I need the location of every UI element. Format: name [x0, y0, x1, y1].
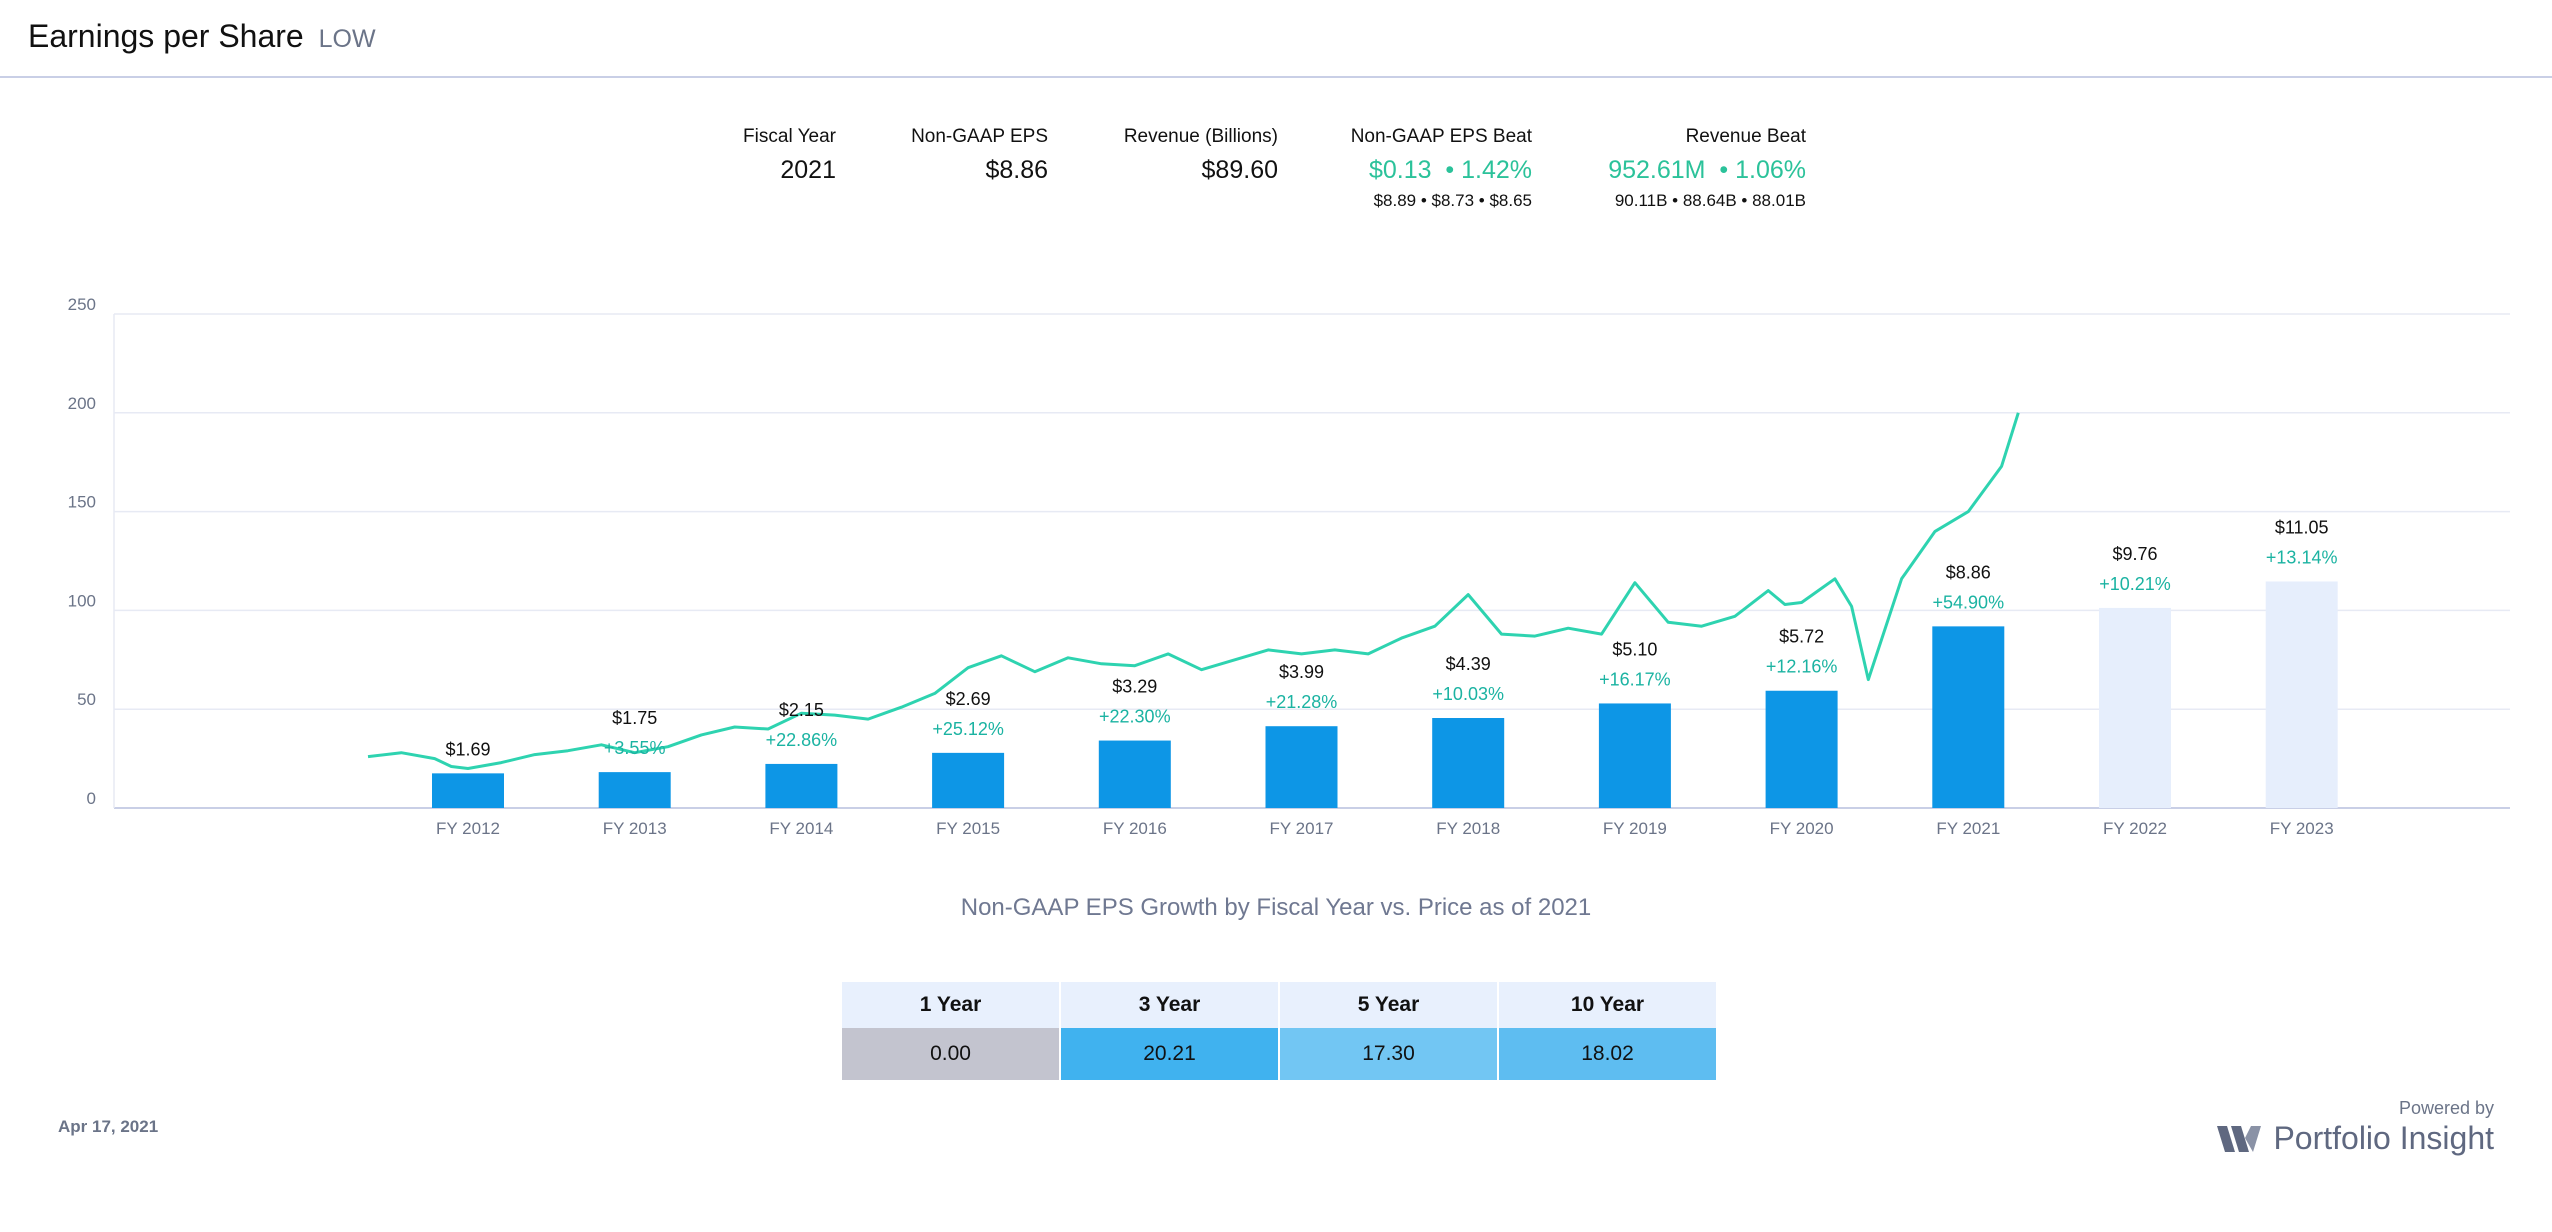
stat-value: $89.60	[1201, 156, 1278, 184]
x-tick-label: FY 2013	[603, 819, 667, 838]
stat-value: $0.13 • 1.42%	[1368, 156, 1532, 184]
x-tick-label: FY 2017	[1270, 819, 1334, 838]
eps-bar	[1098, 740, 1171, 808]
bar-growth-label: +16.17%	[1599, 669, 1671, 689]
bar-value-label: $5.72	[1779, 627, 1824, 647]
growth-header-row: 1 Year 3 Year 5 Year 10 Year	[842, 982, 1716, 1028]
bar-value-label: $2.15	[779, 700, 824, 720]
growth-value-3y: 20.21	[1061, 1028, 1278, 1080]
x-tick-label: FY 2016	[1103, 819, 1167, 838]
growth-value-1y: 0.00	[842, 1028, 1059, 1080]
bar-growth-label: +21.28%	[1266, 692, 1338, 712]
bar-growth-label: +22.30%	[1099, 707, 1171, 727]
header: Earnings per Share LOW	[0, 0, 2552, 78]
growth-header-10y: 10 Year	[1499, 982, 1716, 1028]
stat-value: 2021	[780, 156, 836, 184]
bar-growth-label: +10.21%	[2099, 574, 2171, 594]
eps-bar	[598, 772, 671, 808]
stat-label: Revenue Beat	[1685, 126, 1806, 147]
price-line	[367, 412, 2020, 770]
stat-label: Non-GAAP EPS	[911, 126, 1048, 147]
x-tick-label: FY 2018	[1436, 819, 1500, 838]
stat-label: Fiscal Year	[743, 126, 836, 147]
growth-table: 1 Year 3 Year 5 Year 10 Year 0.00 20.21 …	[840, 982, 1718, 1080]
y-tick-label: 50	[77, 690, 96, 709]
y-tick-label: 250	[68, 295, 96, 314]
brand-name: Portfolio Insight	[2273, 1120, 2494, 1156]
stat-value: 952.61M • 1.06%	[1608, 156, 1806, 184]
growth-header-1y: 1 Year	[842, 982, 1059, 1028]
eps-bar	[1265, 726, 1338, 808]
bar-growth-label: +12.16%	[1766, 657, 1838, 677]
eps-bar	[432, 773, 504, 808]
stat-detail: 90.11B • 88.64B • 88.01B	[1614, 191, 1806, 210]
bar-value-label: $5.10	[1612, 639, 1657, 659]
stat-eps: Non-GAAP EPS $8.86	[900, 126, 1048, 185]
eps-bar	[1598, 703, 1671, 808]
growth-value-10y: 18.02	[1499, 1028, 1716, 1080]
chart-caption: Non-GAAP EPS Growth by Fiscal Year vs. P…	[960, 894, 1592, 921]
y-tick-label: 0	[87, 789, 96, 808]
bar-value-label: $3.99	[1279, 662, 1324, 682]
eps-bar	[2265, 581, 2338, 808]
bar-value-label: $11.05	[2275, 517, 2329, 537]
growth-value-row: 0.00 20.21 17.30 18.02	[842, 1028, 1716, 1080]
growth-header-5y: 5 Year	[1280, 982, 1497, 1028]
bar-growth-label: +13.14%	[2266, 547, 2338, 567]
bar-value-label: $1.75	[612, 708, 657, 728]
ticker-symbol: LOW	[318, 25, 376, 53]
stats-bar: Fiscal Year 2021 Non-GAAP EPS $8.86 Reve…	[0, 126, 2552, 216]
bar-value-label: $8.86	[1946, 562, 1991, 582]
growth-header-3y: 3 Year	[1061, 982, 1278, 1028]
as-of-date: Apr 17, 2021	[58, 1117, 159, 1136]
bar-growth-label: +54.90%	[1933, 592, 2005, 612]
x-tick-label: FY 2014	[769, 819, 833, 838]
y-tick-label: 150	[68, 493, 96, 512]
stat-fiscal-year: Fiscal Year 2021	[730, 126, 836, 185]
bar-value-label: $2.69	[946, 689, 991, 709]
stat-revenue-beat: Revenue Beat 952.61M • 1.06% 90.11B • 88…	[1590, 126, 1806, 211]
bar-value-label: $3.29	[1112, 677, 1157, 697]
stat-revenue: Revenue (Billions) $89.60	[1110, 126, 1278, 185]
title-text: Earnings per Share	[28, 18, 304, 54]
portfolio-insight-logo-icon	[2217, 1125, 2262, 1152]
stat-label: Non-GAAP EPS Beat	[1350, 126, 1532, 147]
eps-bar	[1932, 626, 2005, 808]
x-tick-label: FY 2012	[436, 819, 500, 838]
bar-value-label: $1.69	[445, 739, 490, 759]
bar-value-label: $9.76	[2112, 544, 2157, 564]
eps-chart: 0 50 100 150 200 250 $1.69 FY 2012 $1.75 +3.55% FY…	[68, 295, 2510, 838]
stat-label: Revenue (Billions)	[1123, 126, 1278, 147]
bar-growth-label: +22.86%	[766, 730, 838, 750]
eps-bar	[765, 763, 838, 808]
stat-value: $8.86	[985, 156, 1048, 184]
y-tick-label: 200	[68, 394, 96, 413]
page-title: Earnings per Share LOW	[28, 18, 376, 55]
brand-logo[interactable]: Portfolio Insight	[2217, 1120, 2494, 1157]
bar-growth-label: +25.12%	[932, 719, 1004, 739]
powered-by-text: Powered by	[2398, 1098, 2494, 1118]
x-tick-label: FY 2023	[2270, 819, 2334, 838]
stat-detail: $8.89 • $8.73 • $8.65	[1373, 191, 1532, 210]
x-tick-label: FY 2019	[1603, 819, 1667, 838]
eps-bar	[932, 752, 1005, 808]
x-tick-label: FY 2020	[1770, 819, 1834, 838]
x-tick-label: FY 2022	[2103, 819, 2167, 838]
x-tick-label: FY 2015	[936, 819, 1000, 838]
stat-eps-beat: Non-GAAP EPS Beat $0.13 • 1.42% $8.89 • …	[1340, 126, 1532, 211]
x-tick-label: FY 2021	[1936, 819, 2000, 838]
bar-growth-label: +10.03%	[1432, 684, 1504, 704]
eps-bar	[2099, 607, 2171, 808]
growth-value-5y: 17.30	[1280, 1028, 1497, 1080]
eps-bar	[1765, 690, 1838, 808]
eps-bar	[1432, 718, 1505, 808]
bar-growth-label: +3.55%	[604, 738, 666, 758]
y-tick-label: 100	[68, 591, 96, 610]
bar-value-label: $4.39	[1446, 654, 1491, 674]
